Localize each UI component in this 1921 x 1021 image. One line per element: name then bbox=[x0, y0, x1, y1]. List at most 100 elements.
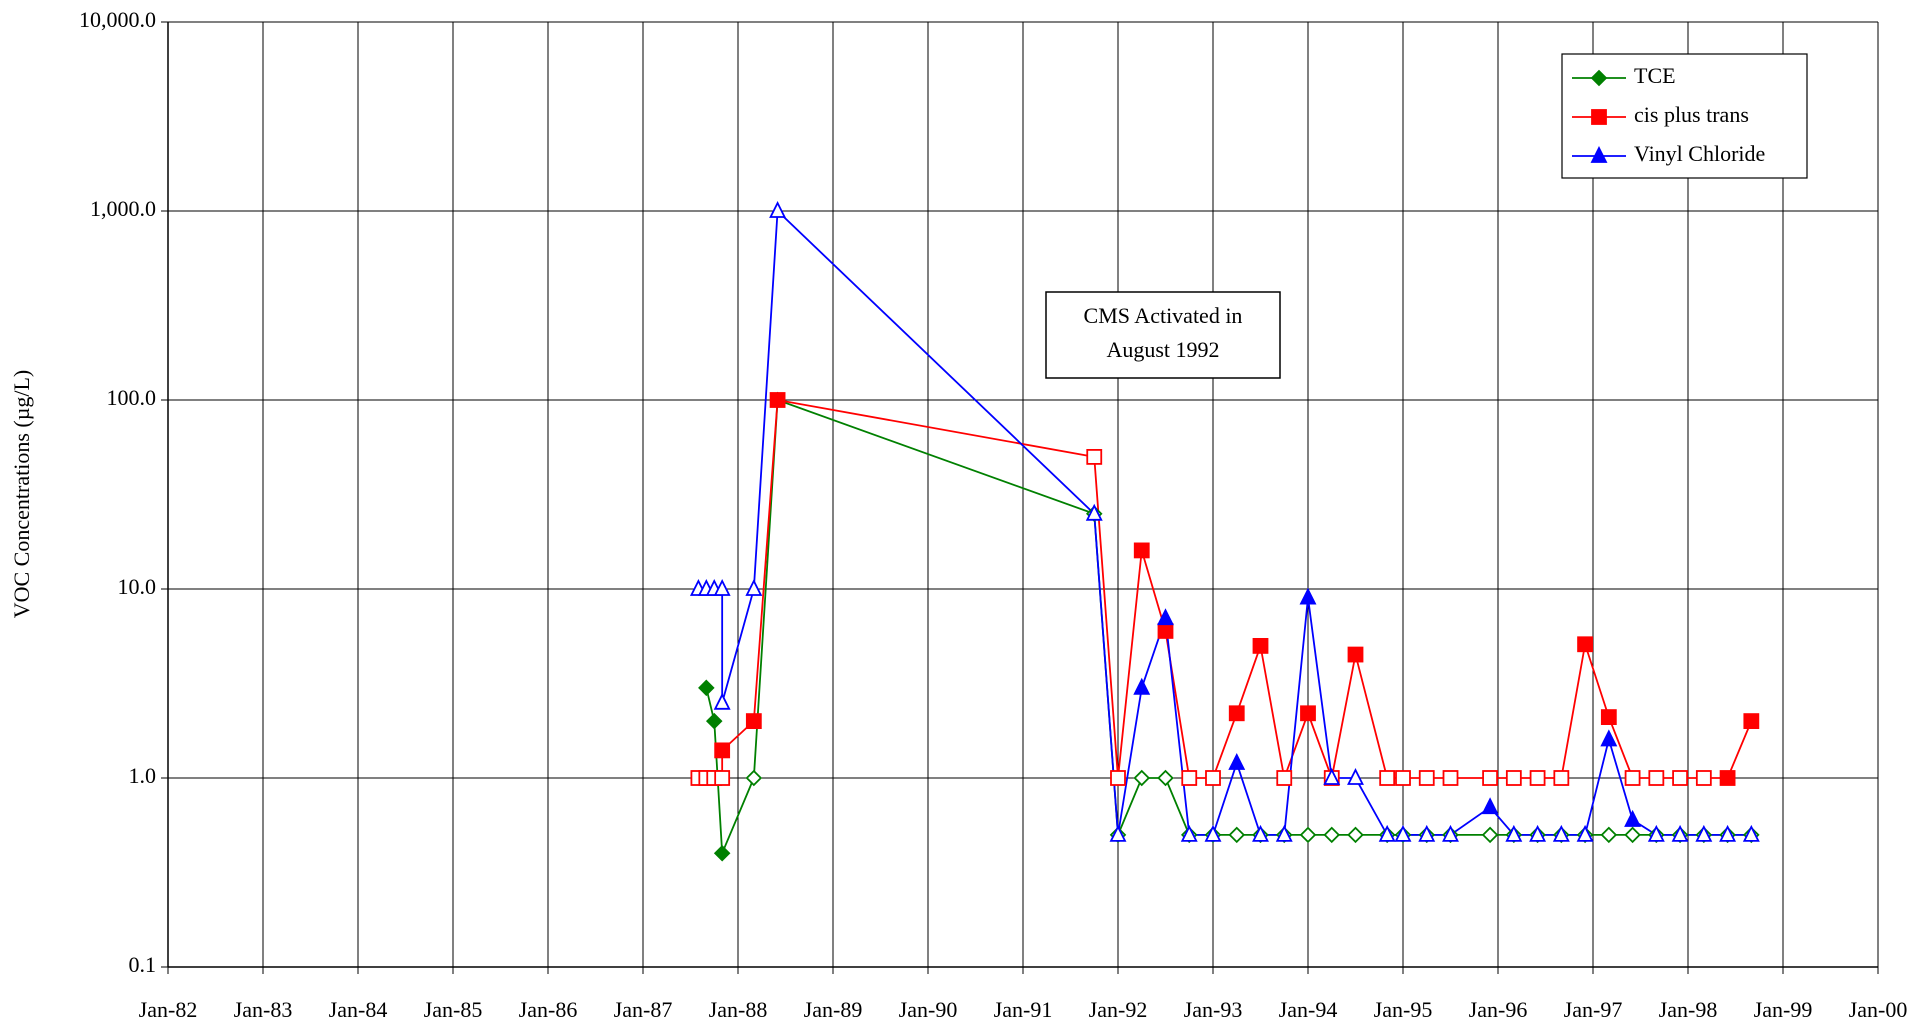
marker bbox=[1086, 448, 1103, 465]
marker bbox=[705, 712, 723, 730]
annotation-box bbox=[1045, 291, 1281, 379]
marker bbox=[1671, 824, 1689, 842]
marker bbox=[1590, 145, 1608, 163]
marker bbox=[1205, 770, 1221, 786]
x-tick-label: Jan-88 bbox=[709, 997, 768, 1021]
marker bbox=[714, 770, 731, 786]
marker bbox=[1157, 623, 1174, 639]
marker bbox=[745, 578, 763, 596]
legend-label: cis plus trans bbox=[1634, 102, 1749, 127]
marker bbox=[1323, 767, 1341, 785]
marker bbox=[1110, 770, 1126, 786]
x-tick-label: Jan-85 bbox=[424, 997, 483, 1021]
marker bbox=[1378, 824, 1396, 842]
marker bbox=[1590, 69, 1608, 87]
marker bbox=[1743, 713, 1760, 730]
marker bbox=[1323, 826, 1341, 844]
x-tick-label: Jan-84 bbox=[329, 997, 388, 1021]
marker bbox=[1742, 824, 1760, 842]
marker bbox=[1529, 824, 1547, 842]
marker bbox=[1157, 769, 1174, 787]
marker bbox=[1109, 824, 1127, 842]
marker bbox=[769, 392, 786, 408]
marker bbox=[1482, 770, 1498, 786]
marker bbox=[1576, 824, 1594, 842]
marker bbox=[1347, 646, 1364, 663]
marker bbox=[1347, 826, 1364, 844]
marker bbox=[1600, 729, 1618, 747]
marker bbox=[1418, 770, 1435, 786]
y-axis-label: VOC Concentrations (µg/L) bbox=[9, 370, 34, 619]
marker bbox=[1505, 824, 1523, 842]
marker bbox=[1252, 824, 1269, 842]
marker bbox=[1299, 587, 1317, 605]
marker bbox=[713, 692, 731, 710]
marker bbox=[1133, 542, 1150, 559]
x-tick-label: Jan-87 bbox=[614, 997, 673, 1021]
marker bbox=[1300, 705, 1316, 722]
marker bbox=[745, 769, 763, 787]
marker bbox=[769, 200, 787, 218]
marker bbox=[1394, 824, 1412, 842]
x-tick-label: Jan-98 bbox=[1659, 997, 1718, 1021]
marker bbox=[1529, 770, 1546, 786]
marker bbox=[1085, 503, 1103, 521]
marker bbox=[1276, 770, 1293, 786]
legend: TCE cis plus trans Vinyl Chloride bbox=[1561, 53, 1808, 179]
marker bbox=[1228, 826, 1246, 844]
marker bbox=[1133, 769, 1151, 787]
marker bbox=[1577, 636, 1593, 653]
x-tick-label: Jan-91 bbox=[994, 997, 1053, 1021]
marker bbox=[1442, 824, 1459, 842]
marker bbox=[713, 844, 731, 862]
x-tick-label: Jan-99 bbox=[1754, 997, 1813, 1021]
marker bbox=[714, 742, 731, 759]
marker bbox=[1600, 826, 1618, 844]
x-tick-label: Jan-93 bbox=[1184, 997, 1243, 1021]
y-tick-label: 1,000.0 bbox=[90, 196, 156, 221]
marker bbox=[1133, 677, 1151, 695]
legend-label: Vinyl Chloride bbox=[1634, 141, 1765, 166]
marker bbox=[1672, 770, 1688, 786]
x-tick-label: Jan-92 bbox=[1089, 997, 1148, 1021]
marker bbox=[1695, 770, 1712, 786]
x-tick-label: Jan-94 bbox=[1279, 997, 1338, 1021]
marker bbox=[1624, 770, 1641, 786]
y-tick-label: 1.0 bbox=[129, 763, 157, 788]
marker bbox=[1180, 824, 1198, 842]
x-tick-label: Jan-96 bbox=[1469, 997, 1528, 1021]
marker bbox=[1719, 770, 1736, 786]
marker bbox=[1157, 608, 1174, 626]
x-tick-label: Jan-95 bbox=[1374, 997, 1433, 1021]
marker bbox=[1553, 770, 1570, 786]
marker bbox=[1624, 826, 1641, 844]
marker bbox=[1252, 637, 1269, 654]
marker bbox=[1719, 824, 1737, 842]
y-tick-label: 0.1 bbox=[129, 952, 157, 977]
x-tick-label: Jan-82 bbox=[139, 997, 198, 1021]
marker bbox=[1275, 824, 1293, 842]
annotation: August 1992 bbox=[1106, 337, 1219, 362]
marker bbox=[1418, 824, 1436, 842]
marker bbox=[1347, 767, 1364, 785]
y-tick-label: 100.0 bbox=[107, 385, 157, 410]
marker bbox=[1647, 824, 1665, 842]
marker bbox=[1552, 824, 1570, 842]
x-tick-label: Jan-00 bbox=[1849, 997, 1908, 1021]
marker bbox=[1442, 770, 1459, 786]
marker bbox=[1600, 709, 1617, 726]
marker bbox=[1379, 770, 1396, 786]
annotation: CMS Activated in bbox=[1084, 303, 1243, 328]
marker bbox=[1505, 770, 1522, 786]
marker bbox=[1228, 753, 1246, 770]
y-tick-label: 10.0 bbox=[118, 574, 157, 599]
marker bbox=[745, 713, 762, 730]
marker bbox=[1695, 824, 1713, 842]
marker bbox=[713, 578, 731, 596]
x-tick-label: Jan-83 bbox=[234, 997, 293, 1021]
y-tick-label: 10,000.0 bbox=[79, 7, 156, 32]
marker bbox=[1624, 809, 1642, 827]
marker bbox=[1395, 770, 1411, 786]
legend-label: TCE bbox=[1634, 63, 1676, 88]
